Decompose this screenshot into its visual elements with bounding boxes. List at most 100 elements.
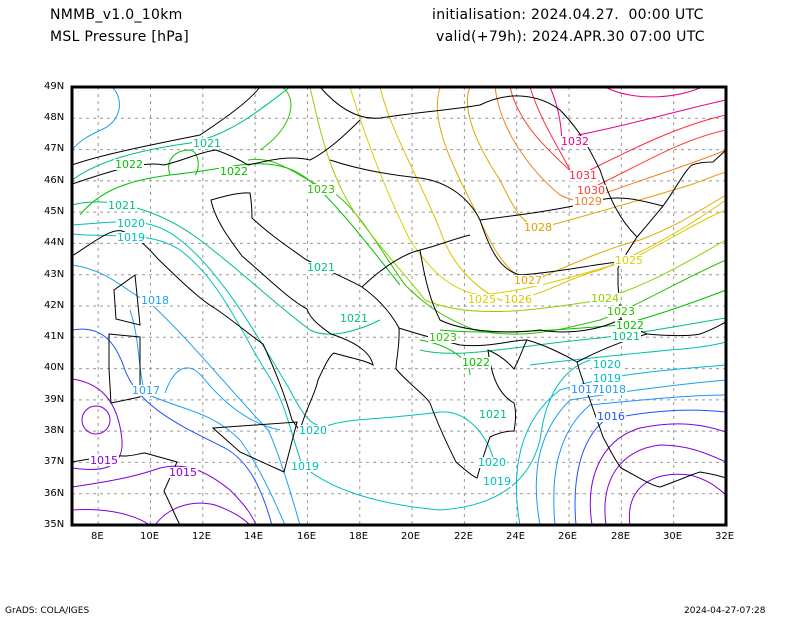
alps-border xyxy=(71,119,361,185)
lon-tick: 32E xyxy=(715,531,735,542)
isobar-label: 1032 xyxy=(560,135,590,148)
isobar-label: 1023 xyxy=(306,183,336,196)
isobar-label: 1026 xyxy=(503,293,533,306)
lat-tick: 35N xyxy=(44,519,65,530)
isobar-label: 1023 xyxy=(606,305,636,318)
isobar-label: 1031 xyxy=(568,169,598,182)
lat-tick: 37N xyxy=(44,456,65,467)
border xyxy=(71,86,261,166)
italy-coast xyxy=(71,192,727,488)
isobar-label: 1019 xyxy=(290,460,320,473)
lon-tick: 22E xyxy=(454,531,474,542)
sicily xyxy=(211,421,298,473)
isobar-1018 xyxy=(71,264,301,526)
isobar-1022 xyxy=(79,163,401,286)
lat-tick: 46N xyxy=(44,175,65,186)
isobar-1030 xyxy=(509,86,727,186)
isobar-label: 1016 xyxy=(596,410,626,423)
map-frame xyxy=(70,85,728,527)
lon-tick: 26E xyxy=(558,531,578,542)
lon-tick: 20E xyxy=(401,531,421,542)
isobar-1026 xyxy=(379,86,727,301)
isobar-1014 xyxy=(71,509,151,526)
isobar-label: 1022 xyxy=(461,356,491,369)
field-title: MSL Pressure [hPa] xyxy=(50,29,190,45)
isobar-1019 xyxy=(515,364,727,526)
isobar-1017 xyxy=(129,309,286,526)
lat-tick: 40N xyxy=(44,362,65,373)
isobar-label: 1017 xyxy=(570,383,600,396)
lat-tick: 41N xyxy=(44,331,65,342)
isobar-label: 1021 xyxy=(611,330,641,343)
isobar-1013 xyxy=(628,473,727,526)
isobar-label: 1030 xyxy=(576,184,606,197)
grads-credit: GrADS: COLA/IGES xyxy=(5,606,90,616)
lat-tick: 36N xyxy=(44,488,65,499)
isobar-1021 xyxy=(419,317,727,354)
lon-tick: 30E xyxy=(663,531,683,542)
lon-tick: 10E xyxy=(140,531,160,542)
isobar-label: 1018 xyxy=(597,383,627,396)
isobar-1024 xyxy=(309,86,727,313)
lat-tick: 38N xyxy=(44,425,65,436)
isobar-1016 xyxy=(574,409,727,526)
isobar-label: 1021 xyxy=(478,408,508,421)
isobar-label: 1019 xyxy=(482,475,512,488)
isobar-1020 xyxy=(71,221,496,466)
isobar-label: 1019 xyxy=(592,372,622,385)
isobar-1014 xyxy=(154,502,251,526)
isobar-1018 xyxy=(71,86,120,151)
isobar-label: 1020 xyxy=(477,456,507,469)
isobar-label: 1021 xyxy=(306,261,336,274)
lat-tick: 39N xyxy=(44,394,65,405)
lat-tick: 43N xyxy=(44,269,65,280)
isobar-label: 1018 xyxy=(140,294,170,307)
lat-tick: 49N xyxy=(44,81,65,92)
isobar-1029 xyxy=(494,86,727,202)
isobar-1016 xyxy=(71,328,273,526)
isobar-label: 1023 xyxy=(428,331,458,344)
isobar-label: 1024 xyxy=(590,292,620,305)
isobar-label: 1021 xyxy=(339,312,369,325)
render-timestamp: 2024-04-27-07:28 xyxy=(684,606,766,616)
isobar-1023 xyxy=(259,86,292,151)
lon-tick: 18E xyxy=(349,531,369,542)
lat-tick: 45N xyxy=(44,206,65,217)
isobar-1017 xyxy=(553,394,727,526)
isobar-label: 1022 xyxy=(114,158,144,171)
border xyxy=(398,327,528,347)
lon-tick: 12E xyxy=(192,531,212,542)
border xyxy=(419,249,622,333)
isobar-1021 xyxy=(71,86,291,181)
isobar-label: 1022 xyxy=(615,319,645,332)
isobar-label: 1015 xyxy=(168,466,198,479)
isobar-1015 xyxy=(589,423,727,526)
isobar-label: 1020 xyxy=(592,358,622,371)
isobar-label: 1019 xyxy=(116,231,146,244)
border xyxy=(319,86,638,238)
isobar-label: 1028 xyxy=(523,221,553,234)
turkey-north-coast xyxy=(646,321,727,336)
isobar-label: 1017 xyxy=(131,384,161,397)
lat-tick: 42N xyxy=(44,300,65,311)
isobar-label: 1021 xyxy=(107,199,137,212)
isobar-label: 1027 xyxy=(513,274,543,287)
isobar-1014 xyxy=(604,444,727,526)
isobar-1018 xyxy=(535,379,727,526)
lon-tick: 8E xyxy=(91,531,104,542)
lon-tick: 16E xyxy=(297,531,317,542)
model-title: NMMB_v1.0_10km xyxy=(50,7,183,23)
isobar-label: 1025 xyxy=(467,293,497,306)
isobar-label: 1020 xyxy=(116,217,146,230)
isobar-label: 1020 xyxy=(298,424,328,437)
valid-time: valid(+79h): 2024.APR.30 07:00 UTC xyxy=(436,29,705,45)
isobar-1031 xyxy=(529,86,727,171)
lon-tick: 28E xyxy=(611,531,631,542)
lat-tick: 47N xyxy=(44,143,65,154)
coastlines-borders xyxy=(71,86,727,526)
sardinia xyxy=(108,333,141,404)
isobar-1033 xyxy=(604,86,701,98)
isobar-label: 1025 xyxy=(614,254,644,267)
isobar-label: 1022 xyxy=(219,165,249,178)
